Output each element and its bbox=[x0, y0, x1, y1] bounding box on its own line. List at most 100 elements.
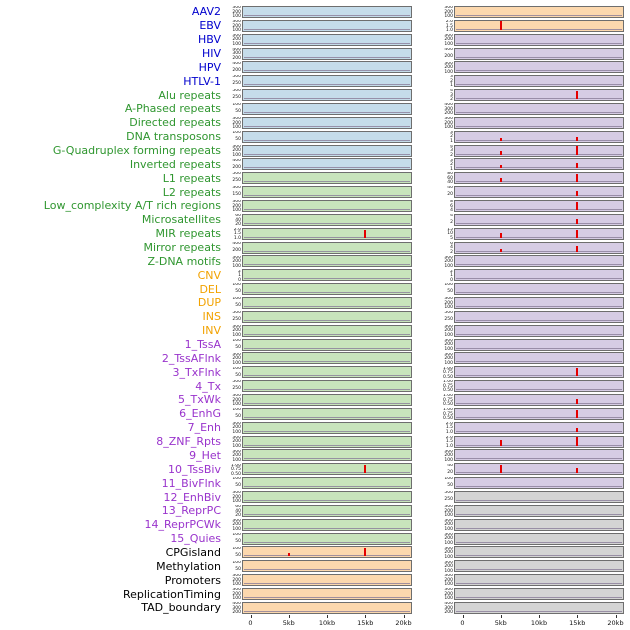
track-row: Microsatellites 60 40 20 4 2 bbox=[0, 213, 630, 227]
y-axis-tick-label: 500 bbox=[232, 311, 241, 316]
zero-baseline bbox=[244, 153, 410, 155]
x-axis-tick-mark bbox=[365, 614, 367, 618]
y-axis-tick-label: 4 bbox=[450, 245, 453, 251]
signal-panel-left bbox=[242, 199, 412, 212]
y-axis-tick-label: 1.00 bbox=[442, 380, 453, 385]
y-axis-tick-labels-left: 400 200 bbox=[224, 159, 242, 171]
track-row: AAV2 300 200 100 300 200 100 bbox=[0, 5, 630, 19]
signal-panel-left bbox=[242, 546, 412, 559]
y-axis-tick-labels-left: 300 200 100 bbox=[224, 519, 242, 531]
y-axis-tick-labels-left: 300 200 100 bbox=[224, 450, 242, 462]
signal-panel-right bbox=[454, 324, 624, 337]
zero-baseline bbox=[244, 236, 410, 238]
signal-peak bbox=[500, 465, 503, 474]
signal-panel-left bbox=[242, 435, 412, 448]
y-axis-tick-labels-right: 300 200 100 bbox=[436, 6, 454, 18]
track-row: 15_Quies 100 50 300 200 100 bbox=[0, 532, 630, 546]
signal-panel-left bbox=[242, 5, 412, 18]
y-axis-tick-label: 250 bbox=[444, 497, 453, 503]
y-axis-tick-label: 6 bbox=[450, 241, 453, 246]
y-axis-tick-label: 1.5 bbox=[445, 425, 453, 431]
signal-panel-left bbox=[242, 75, 412, 88]
y-axis-tick-label: 50 bbox=[235, 109, 241, 115]
y-axis-tick-label: 100 bbox=[232, 360, 241, 365]
y-axis-tick-labels-left: 400 200 bbox=[224, 242, 242, 254]
y-axis-tick-label: 1 bbox=[450, 273, 453, 278]
y-axis-tick-label: 2 bbox=[450, 152, 453, 157]
y-axis-tick-label: 500 bbox=[232, 172, 241, 177]
y-axis-tick-labels-left: 400300200100 bbox=[224, 48, 242, 60]
y-axis-tick-label: 200 bbox=[232, 610, 241, 614]
x-axis-row: 0 5kb 10kb 15kb 20kb 0 5kb 10kb 15kb 20kb bbox=[0, 614, 630, 630]
y-axis-tick-label: 300 bbox=[444, 338, 453, 343]
y-axis-tick-labels-left: 300 200 100 bbox=[224, 588, 242, 600]
y-axis-tick-label: 40 bbox=[447, 180, 453, 184]
y-axis-tick-label: 200 bbox=[232, 328, 241, 334]
y-axis-tick-label: 100 bbox=[232, 283, 241, 288]
y-axis-tick-labels-right: 4321 bbox=[436, 145, 454, 157]
y-axis-tick-label: 40 bbox=[235, 508, 241, 514]
zero-baseline bbox=[244, 111, 410, 113]
zero-baseline bbox=[244, 250, 410, 252]
y-axis-tick-label: 50 bbox=[447, 483, 453, 489]
y-axis-tick-label: 300 bbox=[232, 186, 241, 191]
y-axis-tick-labels-left: 300 200 100 bbox=[224, 574, 242, 586]
y-axis-tick-label: 100 bbox=[444, 69, 453, 74]
signal-peak bbox=[575, 146, 578, 155]
y-axis-tick-label: 400 bbox=[444, 47, 453, 52]
y-axis-tick-labels-right: 300 200 100 bbox=[436, 339, 454, 351]
signal-panel-left bbox=[242, 352, 412, 365]
y-axis-tick-label: 100 bbox=[444, 263, 453, 268]
y-axis-tick-label: 1.0 bbox=[233, 235, 241, 240]
track-label: Methylation bbox=[156, 559, 221, 573]
y-axis-tick-label: 3 bbox=[450, 148, 453, 154]
y-axis-tick-label: 0.75 bbox=[442, 370, 453, 376]
zero-baseline bbox=[244, 56, 410, 58]
y-axis-tick-label: 200 bbox=[232, 522, 241, 528]
signal-panel-left bbox=[242, 477, 412, 490]
signal-panel-right bbox=[454, 199, 624, 212]
y-axis-tick-label: 200 bbox=[444, 610, 453, 614]
track-label: G-Quadruplex forming repeats bbox=[52, 144, 221, 158]
signal-panel-left bbox=[242, 504, 412, 517]
y-axis-tick-labels-right: 300 200 100 bbox=[436, 353, 454, 365]
x-axis-tick-label: 5kb bbox=[494, 618, 507, 627]
track-row: Low_complexity A/T rich regions 300 200 100… bbox=[0, 199, 630, 213]
zero-baseline bbox=[244, 541, 410, 543]
signal-peak bbox=[575, 246, 578, 252]
y-axis-tick-label: 300 bbox=[232, 574, 241, 579]
y-axis-tick-label: 400 bbox=[232, 602, 241, 607]
zero-baseline bbox=[456, 264, 622, 266]
y-axis-tick-label: 300 bbox=[444, 297, 453, 302]
y-axis-tick-label: 3 bbox=[450, 75, 453, 80]
track-row: DNA transposons 100 50 3 2 1 bbox=[0, 130, 630, 144]
y-axis-tick-label: 60 bbox=[235, 505, 241, 510]
y-axis-tick-label: 400 bbox=[232, 158, 241, 163]
y-axis-tick-label: 100 bbox=[232, 443, 241, 448]
y-axis-tick-label: 300 bbox=[444, 449, 453, 454]
zero-baseline bbox=[244, 458, 410, 460]
x-axis-tick-label: 5kb bbox=[282, 618, 295, 627]
zero-baseline bbox=[456, 14, 622, 16]
y-axis-tick-label: 100 bbox=[444, 526, 453, 531]
y-axis-tick-labels-left: 2.01.51.00.50.0 bbox=[224, 228, 242, 240]
zero-baseline bbox=[244, 555, 410, 557]
signal-panel-left bbox=[242, 588, 412, 601]
track-row: CPGisland 100 50 300 200 100 bbox=[0, 546, 630, 560]
y-axis-tick-label: 300 bbox=[232, 144, 241, 149]
signal-panel-right bbox=[454, 227, 624, 240]
zero-baseline bbox=[456, 319, 622, 321]
y-axis-tick-labels-right: 300 200 100 bbox=[436, 574, 454, 586]
zero-baseline bbox=[456, 28, 622, 30]
y-axis-tick-labels-right: 300 200 100 bbox=[436, 297, 454, 309]
signal-panel-left bbox=[242, 310, 412, 323]
signal-peak bbox=[575, 399, 578, 404]
signal-peak bbox=[575, 229, 578, 238]
zero-baseline bbox=[456, 444, 622, 446]
track-row: 9_Het 300 200 100 300 200 100 bbox=[0, 449, 630, 463]
y-axis-tick-label: 20 bbox=[447, 469, 453, 475]
signal-panel-left bbox=[242, 560, 412, 573]
